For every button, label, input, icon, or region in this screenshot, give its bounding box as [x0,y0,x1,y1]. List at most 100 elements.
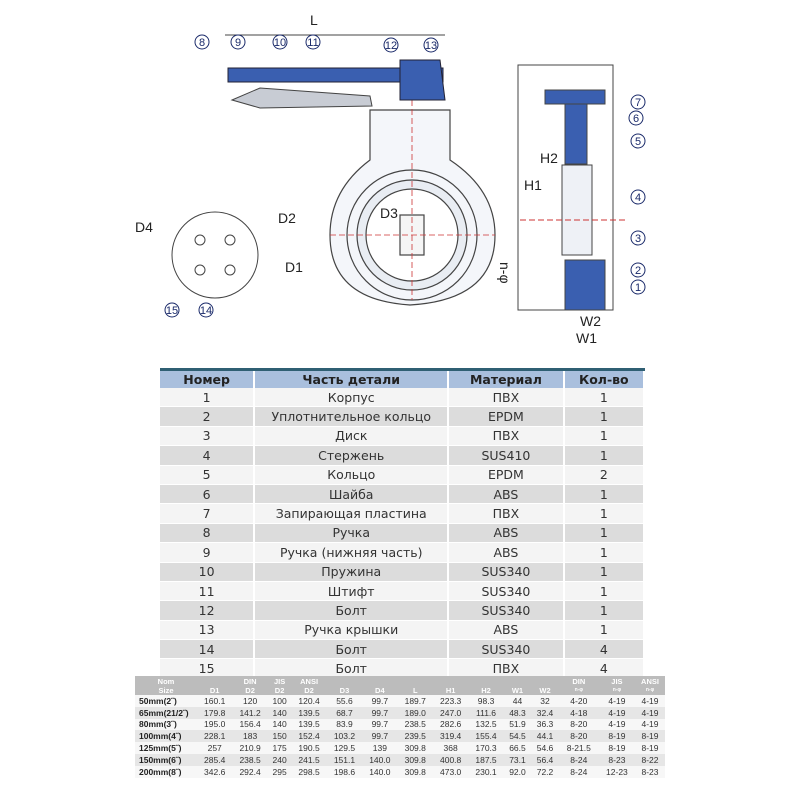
table-row: 80mm(3˝) 195.0 156.4 140 139.5 83.9 99.7 238.5 2… [135,718,665,731]
svg-text:9: 9 [235,37,241,49]
table-cell: 156.4 [232,718,268,731]
table-cell: 10 [160,562,256,582]
callout-9: 9 [230,34,246,50]
table-cell: 155.4 [468,730,504,743]
header-top: Nom [157,677,175,686]
header-bottom: n-φ [574,687,583,693]
table-cell: 257 [197,742,233,754]
table-cell: ABS [448,620,565,641]
table-cell: 141.2 [232,706,268,719]
table-cell: 120 [232,695,268,707]
table-row: 14 Болт SUS340 4 [160,639,646,660]
table-cell: 140.0 [362,753,398,766]
table-cell: 152.4 [291,730,327,743]
table-cell: 473.0 [432,765,469,778]
label-W2: W2 [580,313,601,329]
header-bottom: Size [158,686,174,695]
table-cell: ПВХ [448,388,565,408]
table-cell: 8-23 [635,765,665,778]
table-cell: 129.5 [326,742,363,754]
table-cell: 66.5 [503,742,532,754]
handle [225,34,446,109]
callout-2: 2 [630,262,646,278]
callout-4: 4 [630,189,646,205]
table-cell: 140 [267,706,292,719]
table-cell: ABS [448,542,565,563]
table-cell: 140 [267,718,292,731]
svg-text:4: 4 [635,192,641,204]
table-cell: 4-20 [558,695,599,707]
table-cell: 189.0 [397,706,433,719]
table-cell: SUS410 [448,445,565,466]
dimensions-table: Nom Size D1 DIN D2 JIS D2 ANSI D2 D3 D4 L H1 H2 W1 W2 DI… [135,676,665,778]
svg-text:10: 10 [274,37,286,49]
table-cell: 8-19 [598,742,636,754]
valve-front-view [329,100,496,306]
table-cell: 32.4 [531,706,559,719]
label-D2: D2 [278,210,296,226]
table-cell: 8 [160,523,256,544]
table-cell: 4 [563,639,646,660]
svg-text:13: 13 [425,40,437,52]
callout-7: 7 [630,94,646,110]
dims-header-cell: JIS n-φ [598,676,636,695]
table-cell: 223.3 [432,695,469,707]
table-cell: 200mm(8˝) [135,765,197,778]
table-cell: 14 [160,639,256,660]
table-cell: 65mm(21/2˝) [135,706,197,719]
table-cell: 55.6 [326,695,363,707]
header-top: DIN [243,677,257,686]
callout-5: 5 [630,133,646,149]
table-cell: Диск [254,426,450,447]
header-bottom: D1 [209,686,220,695]
table-cell: EPDM [448,465,565,485]
table-cell: 238.5 [397,718,433,731]
table-cell: 1 [563,523,646,544]
header-top: ANSI [641,677,659,686]
table-cell: 4-18 [558,706,599,719]
header-bottom: D2 [304,686,314,695]
dims-header-cell: D1 [197,676,233,695]
table-cell: 295 [267,765,292,778]
parts-header-cell: Материал [448,369,565,388]
svg-text:11: 11 [307,37,318,49]
table-row: 13 Ручка крышки ABS 1 [160,620,646,641]
table-cell: 99.7 [362,718,398,731]
table-cell: 50mm(2˝) [135,695,197,707]
table-cell: 3 [160,426,256,447]
dims-header-cell: ANSI D2 [291,676,327,695]
table-cell: 1 [563,406,646,427]
label-D1: D1 [285,259,303,275]
table-row: 2 Уплотнительное кольцо EPDM 1 [160,406,646,427]
label-W1: W1 [576,330,597,346]
table-cell: 1 [563,426,646,447]
header-bottom: D3 [339,686,350,695]
table-cell: Уплотнительное кольцо [254,406,450,427]
table-cell: 150 [267,730,292,743]
table-cell: 1 [563,600,646,621]
table-row: 9 Ручка (нижняя часть) ABS 1 [160,542,646,563]
callout-14: 14 [198,302,214,318]
table-cell: 198.6 [326,765,363,778]
table-cell: 8-23 [598,753,636,766]
table-cell: Болт [254,600,450,621]
header-bottom: L [412,686,418,695]
table-cell: 103.2 [326,730,363,743]
table-row: 4 Стержень SUS410 1 [160,445,646,466]
table-cell: 73.1 [503,753,532,766]
table-cell: 1 [563,562,646,582]
table-cell: 175 [267,742,292,754]
dims-header-cell: D4 [362,676,398,695]
table-cell: 54.5 [503,730,532,743]
table-cell: 2 [563,465,646,485]
svg-text:1: 1 [635,282,641,294]
table-cell: 44.1 [531,730,559,743]
table-row: 65mm(21/2˝) 179.8 141.2 140 139.5 68.7 99.7 189… [135,706,665,719]
table-cell: 189.7 [397,695,433,707]
callout-10: 10 [272,34,288,50]
table-cell: 1 [563,581,646,602]
svg-text:6: 6 [633,113,639,125]
table-cell: 342.6 [197,765,233,778]
table-cell: ПВХ [448,658,565,679]
